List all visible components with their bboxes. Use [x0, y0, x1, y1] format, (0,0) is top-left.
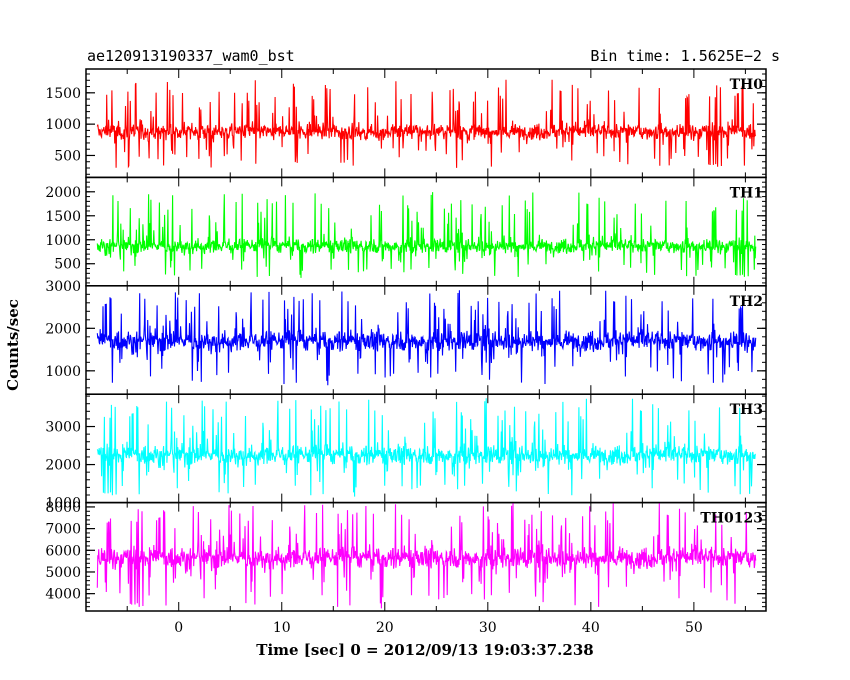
series-line-th3	[96, 398, 756, 497]
observation-id: ae120913190337_wam0_bst	[87, 47, 295, 65]
y-tick-label: 8000	[45, 500, 81, 516]
series-line-th0	[96, 79, 757, 169]
y-tick-label: 2000	[45, 321, 81, 337]
y-tick-label: 7000	[45, 522, 81, 538]
panel-th1: 500 1000 1500 2000 TH1	[45, 176, 767, 287]
y-tick-label: 6000	[45, 543, 81, 559]
y-tick-label: 3000	[45, 420, 81, 436]
panel-frame	[85, 68, 767, 179]
panel-th2: 1000 2000 3000 TH2	[45, 279, 767, 395]
y-tick-label: 500	[54, 148, 81, 164]
y-axis-label: Counts/sec	[4, 299, 22, 391]
panel-label-th2: TH2	[730, 294, 763, 310]
x-tick-label: 40	[582, 620, 600, 636]
y-tick-label: 1500	[45, 209, 81, 225]
panel-label-th3: TH3	[730, 402, 763, 418]
panel-th0123: 4000 5000 6000 7000 8000 TH0123	[45, 500, 767, 612]
y-tick-label: 500	[54, 257, 81, 273]
panel-frame	[85, 393, 767, 504]
y-tick-label: 1000	[45, 496, 81, 512]
y-tick-label: 5000	[45, 565, 81, 581]
y-tick-label: 2000	[45, 185, 81, 201]
y-tick-label: 1000	[45, 117, 81, 133]
panel-frame	[85, 176, 767, 287]
y-tick-label: 1500	[45, 86, 81, 102]
panel-th3: 1000 2000 3000 TH3	[45, 393, 767, 512]
y-tick-label: 1000	[45, 233, 81, 249]
x-tick-label: 10	[273, 620, 291, 636]
y-tick-label: 4000	[45, 587, 81, 603]
series-line-th0123	[96, 502, 757, 609]
x-axis-label: Time [sec] 0 = 2012/09/13 19:03:37.238	[256, 641, 593, 659]
panel-label-th1: TH1	[730, 185, 763, 201]
y-tick-label: 3000	[45, 279, 81, 295]
series-line-th1	[96, 192, 757, 278]
series-line-th2	[96, 290, 757, 386]
panel-frame	[85, 501, 767, 612]
x-axis: 0 10 20 30 40 50	[174, 620, 703, 636]
bin-time-label: Bin time: 1.5625E−2 s	[590, 47, 780, 65]
x-tick-label: 0	[174, 620, 183, 636]
x-tick-label: 20	[376, 620, 394, 636]
y-tick-label: 1000	[45, 364, 81, 380]
panel-label-th0123: TH0123	[700, 511, 763, 527]
panel-th0: 500 1000 1500 TH0	[45, 68, 767, 179]
x-tick-label: 50	[685, 620, 703, 636]
panel-label-th0: TH0	[730, 77, 764, 93]
panels: 500 1000 1500 TH0 500 1000 1500 2000 TH1 1000 2000…	[45, 68, 767, 612]
y-tick-label: 2000	[45, 458, 81, 474]
x-tick-label: 30	[479, 620, 497, 636]
